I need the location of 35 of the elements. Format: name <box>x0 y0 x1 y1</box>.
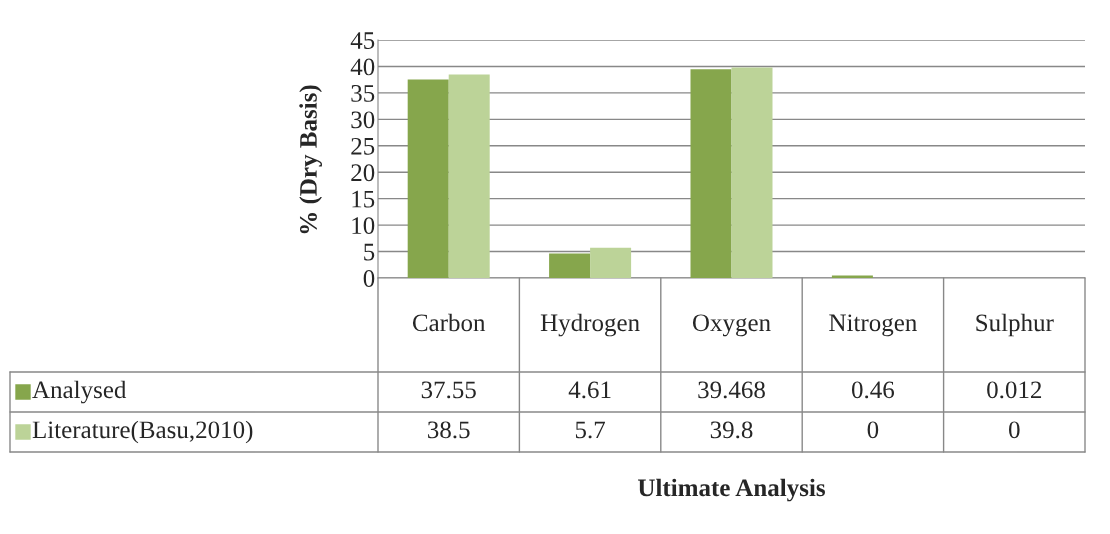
y-tick-label: 15 <box>352 190 375 208</box>
data-label: 0.012 <box>987 381 1042 399</box>
data-label: 0.46 <box>851 381 895 399</box>
legend-label: Literature(Basu,2010) <box>32 420 253 444</box>
data-label: 38.5 <box>428 421 470 439</box>
bar <box>407 79 449 278</box>
bar <box>590 247 632 278</box>
data-label: 39.8 <box>710 421 753 439</box>
data-label: 0 <box>1009 421 1020 439</box>
data-label: 37.55 <box>421 381 476 399</box>
text: Ultimate Analysis <box>638 478 825 502</box>
x-tick-label: Sulphur <box>976 313 1054 337</box>
y-tick-label: 5 <box>364 243 375 261</box>
y-tick-label: 40 <box>350 58 375 76</box>
data-label: 4.61 <box>568 381 611 399</box>
x-tick-label: Nitrogen <box>829 314 917 337</box>
bar <box>690 69 732 278</box>
y-tick-label: 30 <box>351 111 375 129</box>
bar <box>731 67 773 278</box>
data-label: 0 <box>867 421 879 439</box>
data-label: 39.468 <box>698 381 765 399</box>
y-tick-label: 35 <box>351 85 375 102</box>
x-tick-label: Oxygen <box>692 314 771 337</box>
bar <box>549 253 591 278</box>
legend-label: Analysed <box>32 380 127 404</box>
y-tick-label: 25 <box>351 137 375 155</box>
y-tick-label: 0 <box>363 270 375 287</box>
x-tick-label: Hydrogen <box>540 313 640 337</box>
y-axis-title: % (Dry Basis) <box>299 85 322 234</box>
x-tick-label: Carbon <box>412 313 486 332</box>
y-tick-label: 10 <box>352 217 375 235</box>
bar <box>448 74 490 278</box>
y-tick-label: 45 <box>350 32 375 49</box>
y-tick-label: 20 <box>351 164 375 182</box>
data-label: 5.7 <box>575 421 606 439</box>
